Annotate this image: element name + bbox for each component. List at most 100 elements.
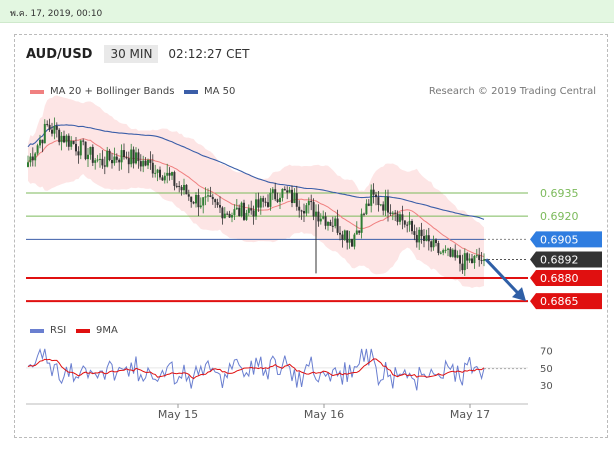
candle	[370, 184, 373, 213]
candle-body	[130, 149, 133, 165]
rsi-tick-label: 30	[540, 381, 553, 392]
candle	[127, 151, 130, 174]
candle-body	[235, 207, 238, 210]
candle	[243, 199, 245, 221]
candle	[89, 146, 92, 160]
candle	[202, 197, 205, 214]
level-label-text: 0.6920	[540, 210, 579, 223]
candle	[223, 207, 226, 219]
candle-body	[293, 193, 296, 204]
candle-body	[195, 194, 197, 204]
candle-body	[245, 212, 248, 220]
candle	[211, 194, 214, 205]
level-label: 0.6880	[530, 270, 602, 286]
candle	[228, 210, 231, 218]
candle	[55, 122, 58, 138]
candle	[348, 230, 351, 249]
candle-body	[63, 135, 65, 143]
candle-body	[341, 234, 344, 240]
candle	[324, 212, 327, 230]
candle-body	[70, 140, 73, 147]
candle-body	[113, 156, 116, 164]
candle	[70, 136, 73, 150]
candle	[264, 197, 267, 207]
candle-body	[89, 146, 92, 155]
date-text: พ.ค. 17, 2019, 00:10	[10, 9, 103, 19]
level-label-text: 0.6935	[540, 187, 579, 200]
candle	[456, 250, 459, 259]
level-label-text: 0.6865	[540, 295, 579, 308]
candle-body	[413, 231, 416, 235]
candle-body	[34, 153, 37, 161]
candle-body	[329, 221, 332, 226]
candle	[473, 254, 476, 269]
candle	[267, 194, 269, 208]
arrow-shaft	[484, 258, 520, 295]
level-label-bg	[530, 293, 602, 310]
candle	[240, 201, 243, 218]
candle-body	[377, 197, 380, 206]
candle	[319, 213, 322, 225]
candle-body	[94, 160, 97, 163]
candle	[451, 248, 454, 258]
candle	[96, 154, 99, 163]
x-tick-label: May 15	[158, 408, 198, 421]
candle-body	[370, 189, 373, 206]
candle-body	[252, 210, 255, 217]
candle-body	[75, 143, 77, 152]
candle-body	[447, 248, 449, 250]
candle-body	[336, 218, 339, 233]
candle-body	[99, 158, 101, 160]
candle	[27, 155, 29, 168]
candle	[365, 199, 368, 216]
candle-body	[31, 156, 34, 161]
candle	[79, 139, 82, 160]
candle	[178, 181, 181, 193]
candle-body	[274, 189, 277, 200]
candle	[439, 251, 442, 255]
level-label-bg	[530, 251, 602, 268]
candle	[459, 249, 461, 272]
x-tick-label: May 17	[450, 408, 490, 421]
candle	[235, 199, 238, 211]
candle	[271, 187, 274, 201]
candle-body	[322, 216, 325, 219]
candle-body	[65, 135, 68, 143]
candle	[310, 194, 313, 211]
candle	[259, 195, 262, 215]
candle	[163, 172, 166, 184]
candle	[305, 203, 308, 217]
candle	[219, 196, 221, 214]
candle-body	[480, 260, 483, 262]
candle	[466, 251, 469, 270]
candle	[442, 248, 445, 256]
legend-9ma: 9MA	[76, 325, 118, 336]
chart-header: AUD/USD 30 MIN 02:12:27 CET	[26, 44, 249, 64]
candle	[245, 209, 248, 221]
candle-body	[463, 253, 466, 271]
candle-body	[173, 172, 176, 186]
candle-body	[27, 162, 29, 167]
candle-body	[478, 255, 481, 261]
candle-body	[183, 184, 185, 191]
candle-body	[343, 230, 346, 240]
candle-body	[190, 196, 193, 203]
candle-body	[135, 152, 137, 164]
candle	[401, 205, 404, 230]
candle-body	[439, 252, 442, 254]
candle	[403, 220, 406, 228]
level-label: 0.6920	[540, 210, 579, 223]
candle	[303, 203, 305, 223]
candle-body	[384, 196, 387, 211]
candle	[139, 154, 142, 172]
candle	[331, 216, 334, 232]
candle-body	[214, 199, 217, 203]
candle-body	[475, 255, 478, 257]
x-axis: May 15 May 16 May 17	[26, 403, 528, 421]
level-label: 0.6905	[530, 231, 602, 248]
candle	[77, 146, 80, 164]
timeframe-badge[interactable]: 30 MIN	[104, 45, 159, 63]
candle-body	[48, 124, 51, 130]
candle-body	[243, 202, 245, 220]
